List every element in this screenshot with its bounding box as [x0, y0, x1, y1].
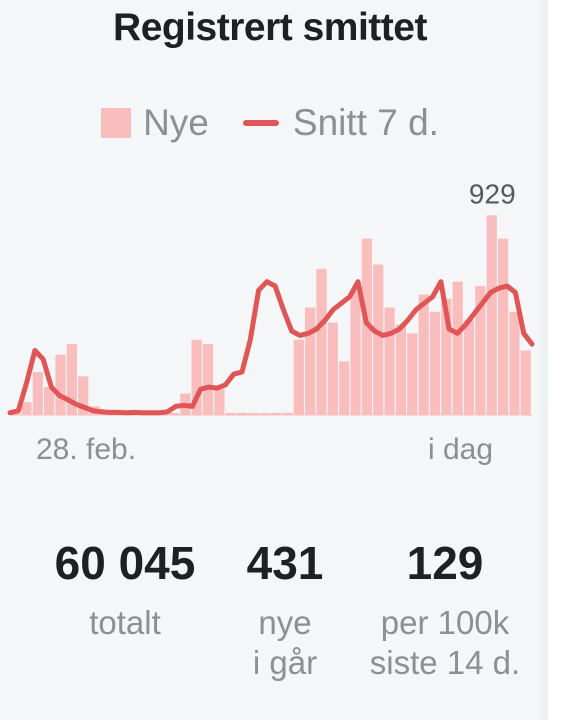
stat-new-label-line-1: nye [258, 604, 312, 641]
stat-per100k: 129 per 100k siste 14 d. [355, 535, 535, 683]
chart-bar [32, 372, 43, 415]
chart-bar [21, 402, 32, 415]
chart-bar [78, 376, 89, 415]
infection-card: Registrert smittet Nye Snitt 7 d. 929 28… [0, 6, 540, 715]
chart-bar [441, 298, 452, 415]
chart-bar [225, 412, 236, 415]
x-tick-start: 28. feb. [36, 433, 137, 466]
chart-bar [452, 281, 463, 415]
stat-new-label-line-2: i går [252, 644, 318, 681]
stat-new-value: 431 [246, 537, 324, 589]
legend-bar-swatch [101, 108, 132, 138]
chart-bar [509, 311, 520, 415]
chart-bar [293, 339, 304, 415]
chart-bar [350, 290, 361, 415]
chart-bar [475, 286, 486, 415]
page-edge [548, 0, 568, 720]
chart-bar [316, 268, 327, 415]
stat-per100k-label-line-1: per 100k [380, 604, 510, 641]
stat-per100k-label: per 100k siste 14 d. [355, 603, 535, 683]
stat-per100k-value: 129 [406, 537, 484, 589]
chart-bar [214, 389, 225, 415]
chart-bar [407, 333, 418, 415]
stat-total-label-line: totalt [89, 604, 161, 641]
stats-row: 60 045 totalt 431 nye i går 129 per 100k… [0, 535, 540, 715]
stat-total-value: 60 045 [54, 537, 196, 589]
chart-bar [327, 322, 338, 415]
stat-per100k-label-line-2: siste 14 d. [369, 644, 521, 681]
legend-line-label: Snitt 7 d. [292, 102, 439, 143]
stat-total: 60 045 totalt [35, 535, 215, 643]
chart-bar [384, 307, 395, 415]
chart-bar [248, 412, 259, 415]
chart-bar [339, 361, 350, 415]
chart-legend: Nye Snitt 7 d. [0, 100, 540, 146]
chart-bar [497, 238, 509, 415]
x-tick-end: i dag [428, 433, 494, 466]
cases-chart: 929 [7, 178, 535, 416]
stat-new-label: nye i går [225, 603, 345, 683]
chart-bar [202, 344, 214, 415]
chart-bar [236, 412, 248, 415]
chart-bar [168, 412, 180, 415]
chart-bar [191, 339, 202, 415]
chart-bar [429, 311, 441, 415]
chart-bar [418, 294, 429, 415]
chart-bar [44, 387, 55, 415]
chart-bar [520, 350, 531, 415]
chart-bar [361, 238, 372, 415]
chart-bar [271, 412, 282, 415]
chart-bar [395, 324, 407, 415]
legend-line-swatch [242, 120, 279, 126]
chart-bar [305, 307, 316, 415]
stat-total-label: totalt [35, 603, 215, 643]
chart-bar [282, 412, 293, 415]
chart-line-average [7, 279, 535, 416]
chart-bar [259, 412, 270, 415]
chart-bar [373, 264, 384, 415]
card-title: Registrert smittet [113, 6, 427, 49]
chart-bar [463, 320, 475, 415]
stat-new: 431 nye i går [225, 535, 345, 683]
chart-bar [486, 215, 497, 415]
peak-label: 929 [469, 178, 516, 209]
legend-bar-label: Nye [143, 102, 209, 143]
chart-bar [55, 354, 66, 415]
chart-bar [66, 344, 77, 415]
